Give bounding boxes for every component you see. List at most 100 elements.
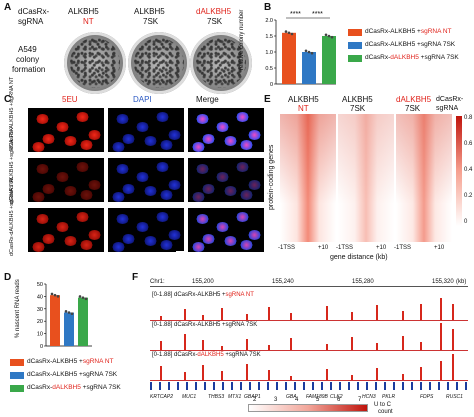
micrograph-r1-c3 — [188, 108, 264, 152]
f-peak — [376, 343, 378, 350]
micrograph-r1-c1 — [28, 108, 104, 152]
cell-nucleus — [192, 142, 205, 152]
e-scale-label: 0.4 — [464, 167, 473, 173]
cell-nucleus — [36, 114, 49, 124]
e-tss-1: -1TSS — [278, 245, 296, 251]
cell-nucleus — [42, 184, 55, 194]
f-track-2 — [150, 320, 468, 351]
f-peak — [351, 337, 353, 350]
cell-nucleus — [76, 162, 89, 172]
cell-nucleus — [32, 242, 45, 252]
cell-nucleus — [32, 142, 45, 152]
cell-nucleus — [202, 184, 215, 194]
row-label-2: sgRNA — [18, 17, 44, 26]
b-point — [304, 49, 308, 53]
e-plus-1: +10 — [318, 245, 329, 251]
bar-1 — [50, 295, 60, 346]
e-col1-b: NT — [298, 104, 309, 113]
d-point — [81, 296, 85, 299]
cell-nucleus — [196, 214, 209, 224]
e-colorscale — [456, 116, 462, 226]
e-col2-b: 7SK — [350, 104, 366, 113]
micrograph-r2-c1 — [28, 158, 104, 202]
f-peak — [221, 371, 223, 380]
panel-b-label: B — [264, 2, 272, 13]
cell-nucleus — [236, 212, 249, 222]
cell-nucleus — [240, 140, 253, 150]
row-label-1: dCasRx- — [18, 7, 50, 16]
d-point — [56, 295, 60, 298]
f-scale-tick: 4 — [295, 397, 299, 403]
f-peak — [184, 372, 186, 380]
c-col1: 5EU — [62, 95, 78, 104]
side-label-1: A549 — [18, 45, 37, 54]
d-point — [67, 311, 71, 314]
f-gene-label: THBS3 — [208, 394, 225, 400]
y-tick-label: 0 — [40, 344, 43, 350]
e-col3-b: 7SK — [405, 104, 421, 113]
cell-nucleus — [80, 140, 93, 150]
e-tss-2: -1TSS — [336, 245, 354, 251]
f-track-label-1: [0-1.88] dCasRx-ALKBH5 +sgRNA NT — [152, 292, 254, 298]
cell-nucleus — [202, 134, 215, 144]
legend-swatch-1 — [348, 29, 362, 36]
bar-1 — [282, 32, 296, 84]
f-peak — [402, 336, 404, 350]
f-scale-tick: 3 — [274, 397, 278, 403]
y-tick-label: 10 — [37, 332, 43, 338]
f-gene-track — [150, 382, 468, 390]
f-peak — [160, 341, 162, 350]
f-gene-label: GBAP1 — [244, 394, 261, 400]
scale-bar — [176, 251, 188, 252]
b-point — [287, 31, 291, 35]
e-ylabel: protein-coding genes — [268, 144, 275, 210]
cell-nucleus — [216, 172, 229, 182]
cell-nucleus — [224, 136, 237, 146]
cell-nucleus — [116, 164, 129, 174]
cell-nucleus — [216, 122, 229, 132]
f-peak — [326, 369, 328, 380]
f-scale-tick: 2 — [253, 397, 257, 403]
micrograph-r2-c3 — [188, 158, 264, 202]
cell-nucleus — [88, 230, 101, 240]
cell-nucleus — [224, 236, 237, 246]
legend-swatch-3 — [348, 55, 362, 62]
cell-nucleus — [88, 180, 101, 190]
e-scale-label: 0.2 — [464, 193, 473, 199]
f-peak — [290, 376, 292, 380]
f-peak — [440, 298, 442, 320]
micrograph-r3-c1 — [28, 208, 104, 252]
f-peak — [440, 361, 442, 380]
panel-a-label: A — [4, 2, 12, 13]
d-point — [50, 292, 54, 296]
e-col2-a: ALKBH5 — [342, 95, 373, 104]
y-tick-label: 30 — [37, 307, 43, 313]
f-gene-label: MTX1 — [228, 394, 242, 400]
y-tick-label: 50 — [37, 282, 43, 288]
bar-2 — [302, 52, 316, 84]
f-peak — [202, 340, 204, 350]
f-chr: Chr1: — [150, 279, 165, 285]
side-label-3: formation — [12, 65, 46, 74]
f-peak — [184, 334, 186, 350]
b-sig1: **** — [290, 11, 301, 18]
e-key-a: dCasRx- — [436, 96, 464, 103]
micrograph-r3-c3 — [188, 208, 264, 252]
d-point — [53, 293, 57, 297]
f-ruler — [150, 286, 468, 287]
e-scale-label: 0.6 — [464, 141, 473, 147]
legend-label-3: dCasRx-dALKBH5 +sgRNA 7SK — [27, 384, 121, 391]
f-peak — [376, 368, 378, 380]
y-tick-label: 20 — [37, 319, 43, 325]
f-scale-label-b: count — [378, 409, 393, 415]
a-col1-line2: NT — [83, 17, 94, 26]
y-tick-label: 1.5 — [265, 34, 273, 40]
b-sig2: **** — [312, 11, 323, 18]
cell-nucleus — [236, 112, 249, 122]
bar-3 — [322, 36, 336, 84]
f-peak — [202, 365, 204, 380]
f-peak — [268, 345, 270, 350]
f-gene-label: HCN3 — [362, 394, 376, 400]
cell-nucleus — [202, 234, 215, 244]
f-peak — [290, 338, 292, 350]
